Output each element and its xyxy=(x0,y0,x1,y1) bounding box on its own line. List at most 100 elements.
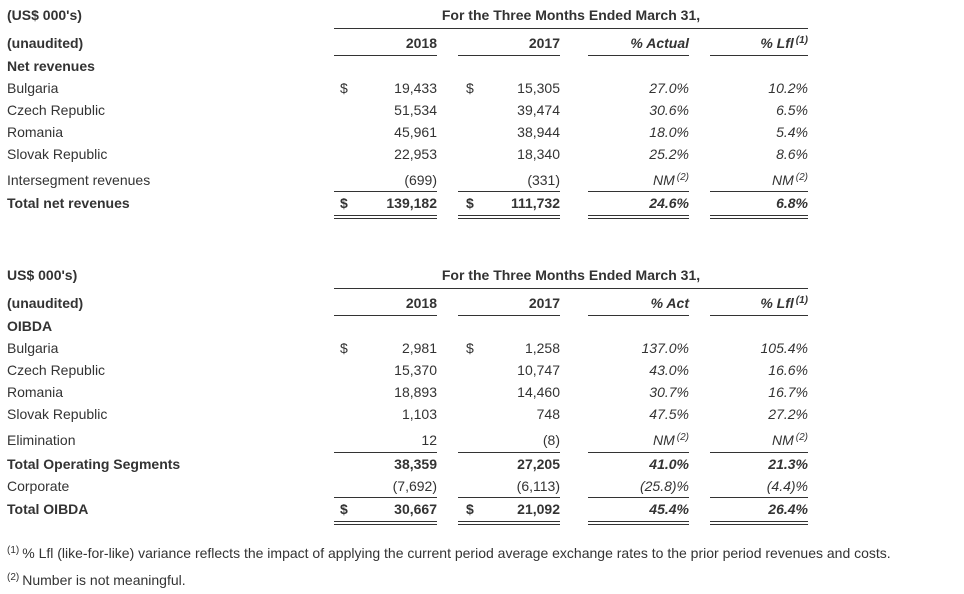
currency-symbol: $ xyxy=(340,195,348,211)
value-lfl: 16.6% xyxy=(768,362,808,378)
table2-total-rule-2017 xyxy=(458,497,560,498)
table2-period-title: For the Three Months Ended March 31, xyxy=(441,267,701,283)
table1-hdr-rule-2018 xyxy=(334,55,437,56)
footnote-marker: (2) xyxy=(676,432,689,443)
table2-double-rule-actual xyxy=(588,521,689,525)
table2-hdr-rule-lfl xyxy=(710,315,808,316)
table1-col-2018: 2018 xyxy=(405,35,437,51)
table2-total-rule-2018 xyxy=(334,497,437,498)
value-2018: 51,534 xyxy=(394,102,437,118)
value-2018: 15,370 xyxy=(394,362,437,378)
value-2017: 1,258 xyxy=(524,340,560,356)
table2-corporate-row: Corporate (7,692) (6,113) (25.8)% (4.4)% xyxy=(0,475,964,497)
table1-double-rule-lfl xyxy=(710,215,808,219)
value-2018: 22,953 xyxy=(394,146,437,162)
row-label: Slovak Republic xyxy=(7,406,108,422)
value-lfl: 6.5% xyxy=(776,102,808,118)
value-actual: NM (2) xyxy=(652,432,689,448)
table-row: Intersegment revenues (699) (331) NM (2) … xyxy=(0,169,964,191)
table1-unit-label: (US$ 000's) xyxy=(7,7,82,23)
table2-double-rule-2018 xyxy=(334,521,437,525)
table2-hdr-rule-2018 xyxy=(334,315,437,316)
table-row: Slovak Republic 22,953 18,340 25.2% 8.6% xyxy=(0,143,964,165)
value-2017: 111,732 xyxy=(510,195,560,211)
table2-double-rule-lfl xyxy=(710,521,808,525)
value-lfl: NM (2) xyxy=(771,432,808,448)
value-actual: 30.7% xyxy=(649,384,689,400)
value-lfl: 105.4% xyxy=(760,340,808,356)
table2-col-lfl-footnote: (1) xyxy=(795,295,808,306)
row-label: Elimination xyxy=(7,432,76,448)
table2-total-rule-lfl xyxy=(710,497,808,498)
row-label: Czech Republic xyxy=(7,362,106,378)
table1-double-rule-actual xyxy=(588,215,689,219)
value-2017: 10,747 xyxy=(517,362,560,378)
footnote-2: (2) Number is not meaningful. xyxy=(7,569,186,591)
value-actual: 30.6% xyxy=(649,102,689,118)
row-label: Romania xyxy=(7,384,64,400)
value-actual: 137.0% xyxy=(641,340,689,356)
value-2018: 1,103 xyxy=(401,406,437,422)
value-2017: 38,944 xyxy=(517,124,560,140)
table1-unaudited-label: (unaudited) xyxy=(7,35,84,51)
currency-symbol: $ xyxy=(340,340,348,356)
table2-header-row: (unaudited) 2018 2017 % Act % Lfl (1) xyxy=(0,292,964,314)
table1-col-actual: % Actual xyxy=(630,35,689,51)
footnote-marker: (2) xyxy=(7,572,20,583)
table2-subtotal-rule-actual xyxy=(588,452,689,453)
value-lfl: (4.4)% xyxy=(766,478,808,494)
table1-col-2017: 2017 xyxy=(528,35,560,51)
row-label: Total OIBDA xyxy=(7,501,89,517)
value-2017: 14,460 xyxy=(517,384,560,400)
table-row: Slovak Republic 1,103 748 47.5% 27.2% xyxy=(0,403,964,425)
table2-total-row: Total OIBDA $ 30,667 $ 21,092 45.4% 26.4… xyxy=(0,498,964,520)
table1-col-lfl: % Lfl (1) xyxy=(760,35,808,51)
table-row: Romania 45,961 38,944 18.0% 5.4% xyxy=(0,121,964,143)
table2-subtotal-rule-lfl xyxy=(710,452,808,453)
table1-double-rule-2017 xyxy=(458,215,560,219)
currency-symbol: $ xyxy=(466,501,474,517)
value-2017: 18,340 xyxy=(517,146,560,162)
table2-unit-label: US$ 000's) xyxy=(7,267,78,283)
table-row: Bulgaria $ 19,433 $ 15,305 27.0% 10.2% xyxy=(0,77,964,99)
footnote-text: Number is not meaningful. xyxy=(22,572,186,588)
value-2018: (7,692) xyxy=(392,478,437,494)
footnote-1: (1)% Lfl (like-for-like) variance reflec… xyxy=(7,542,891,564)
table1-section-label: Net revenues xyxy=(7,58,95,74)
footnote-marker: (2) xyxy=(795,432,808,443)
table2-section-label: OIBDA xyxy=(7,318,53,334)
value-2017: 39,474 xyxy=(517,102,560,118)
row-label: Romania xyxy=(7,124,64,140)
table1-total-rule-actual xyxy=(588,191,689,192)
value-actual: 43.0% xyxy=(649,362,689,378)
value-lfl: NM (2) xyxy=(771,172,808,188)
row-label: Corporate xyxy=(7,478,70,494)
table-row: Bulgaria $ 2,981 $ 1,258 137.0% 105.4% xyxy=(0,337,964,359)
table1-title-row: (US$ 000's) For the Three Months Ended M… xyxy=(0,4,964,26)
table2-col-actual: % Act xyxy=(650,295,689,311)
value-2017: 748 xyxy=(536,406,560,422)
footnote-marker: (2) xyxy=(676,172,689,183)
table1-total-rule-2017 xyxy=(458,191,560,192)
table2-section-row: OIBDA xyxy=(0,315,964,337)
value-lfl: 16.7% xyxy=(768,384,808,400)
table1-hdr-rule-lfl xyxy=(710,55,808,56)
row-label: Slovak Republic xyxy=(7,146,108,162)
table1-total-row: Total net revenues $ 139,182 $ 111,732 2… xyxy=(0,192,964,214)
value-2018: 18,893 xyxy=(394,384,437,400)
value-2018: 30,667 xyxy=(394,501,437,517)
value-2018: 45,961 xyxy=(394,124,437,140)
table1-section-row: Net revenues xyxy=(0,55,964,77)
table2-double-rule-2017 xyxy=(458,521,560,525)
value-2017: (331) xyxy=(527,172,560,188)
value-actual: 24.6% xyxy=(649,195,689,211)
value-lfl: 27.2% xyxy=(768,406,808,422)
row-label: Bulgaria xyxy=(7,340,59,356)
value-actual: 47.5% xyxy=(649,406,689,422)
value-2017: (6,113) xyxy=(516,478,560,494)
table-row: Czech Republic 51,534 39,474 30.6% 6.5% xyxy=(0,99,964,121)
table1-hdr-rule-2017 xyxy=(458,55,560,56)
row-label: Total net revenues xyxy=(7,195,130,211)
value-actual: 27.0% xyxy=(649,80,689,96)
table2-subtotal-rule-2018 xyxy=(334,452,437,453)
